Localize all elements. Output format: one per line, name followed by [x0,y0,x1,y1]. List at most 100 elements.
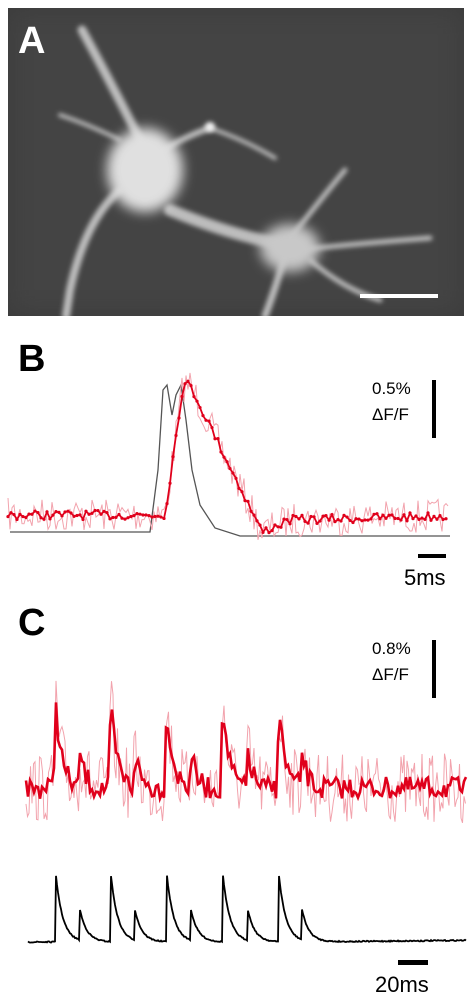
fluorescence-sample-point [429,518,433,522]
fluorescence-sample-point [372,512,376,516]
fluorescence-sample-point [63,510,67,514]
fluorescence-sample-point [66,509,70,513]
fluorescence-sample-point [105,511,109,515]
fluorescence-sample-point [171,455,175,459]
fluorescence-sample-point [414,514,418,518]
panel-c-label: C [18,602,46,644]
fluorescence-sample-point [297,517,301,521]
fluorescence-sample-point [393,516,397,521]
fluorescence-sample-point [360,519,364,523]
fluorescence-sample-point [135,512,139,516]
fluorescence-sample-point [177,416,181,420]
fluorescence-sample-point [249,509,253,513]
fluorescence-sample-point [411,517,415,521]
fluorescence-averaged-trace-c [24,702,468,804]
fluorescence-sample-point [180,394,184,399]
fluorescence-sample-point [396,516,400,521]
fluorescence-sample-point [354,517,358,521]
fluorescence-sample-point [339,519,343,523]
fluorescence-sample-point [285,517,289,522]
fluorescence-sample-point [48,517,52,521]
fluorescence-sample-point [219,450,223,454]
fluorescence-sample-point [282,517,286,521]
fluorescence-sample-point [81,517,85,522]
fluorescence-sample-point [9,511,13,515]
fluorescence-sample-point [42,517,46,521]
fluorescence-sample-point [36,510,40,515]
electrical-trace-c [27,875,467,944]
fluorescence-sample-point [273,523,277,527]
fluorescence-sample-point [12,513,16,517]
fluorescence-sample-point [288,522,292,526]
fluorescence-sample-point [315,521,319,525]
fluorescence-sample-point [60,514,64,518]
fluorescence-sample-point [321,514,325,518]
fluorescence-sample-point [216,437,220,441]
fluorescence-sample-point [117,512,121,517]
fluorescence-sample-point [207,419,211,423]
fluorescence-sample-point [327,518,331,522]
fluorescence-sample-point [204,418,208,422]
fluorescence-sample-point [57,510,61,514]
fluorescence-sample-point [147,514,151,518]
fluorescence-sample-point [234,476,238,481]
fluorescence-sample-point [51,513,55,517]
fluorescence-sample-point [24,515,28,520]
fluorescence-sample-point [270,529,274,533]
fluorescence-sample-point [123,517,127,521]
fluorescence-sample-point [255,519,259,523]
fluorescence-sample-point [303,519,307,523]
fluorescence-sample-point [237,486,241,490]
fluorescence-sample-point [426,511,430,515]
time-scale-label-c: 20ms [375,972,429,997]
fluorescence-sample-point [258,523,262,527]
neuron-micrograph [8,8,464,316]
fluorescence-sample-point [345,515,349,519]
fluorescence-sample-point [261,530,265,534]
fluorescence-sample-point [291,513,295,518]
fluorescence-sample-point [420,516,424,520]
fluorescence-sample-point [120,516,124,520]
fluorescence-sample-point [342,513,346,517]
scale-value-c: 0.8% [372,639,411,658]
fluorescence-sample-point [402,513,406,517]
fluorescence-sample-point [102,509,106,513]
fluorescence-sample-point [267,530,271,535]
fluorescence-sample-point [387,513,391,517]
fluorescence-sample-point [231,471,235,475]
fluorescence-sample-point [276,525,280,529]
fluorescence-sample-point [195,399,199,403]
fluorescence-sample-point [294,514,298,519]
fluorescence-sample-point [366,518,370,522]
fluorescence-sample-point [384,516,388,520]
fluorescence-sample-point [375,512,379,516]
time-scale-bar-c [398,960,428,965]
fluorescence-sample-point [444,517,448,521]
fluorescence-sample-point [18,512,22,516]
panel-b-label: B [18,338,46,380]
fluorescence-sample-point [30,512,34,516]
fluorescence-sample-point [213,437,217,441]
fluorescence-sample-point [423,517,427,521]
fluorescence-raw-trace-c [25,680,466,824]
fluorescence-sample-point [240,490,244,494]
fluorescence-sample-point [357,517,361,521]
fluorescence-sample-point [309,514,313,519]
fluorescence-sample-point [363,518,367,522]
fluorescence-sample-point [69,511,73,515]
time-scale-label-b: 5ms [404,565,446,590]
fluorescence-sample-point [198,405,202,410]
fluorescence-sample-point [39,516,43,520]
fluorescence-sample-point [192,395,196,399]
scale-unit-c: ΔF/F [372,665,409,684]
fluorescence-sample-point [264,526,268,530]
fluorescence-sample-point [417,517,421,522]
fluorescence-sample-point [108,517,112,521]
fluorescence-sample-point [330,512,334,517]
fluorescence-sample-point [222,455,226,459]
fluorescence-sample-point [201,414,205,418]
fluorescence-sample-point [27,512,31,516]
fluorescence-sample-point [348,518,352,523]
fluorescence-sample-point [312,515,316,519]
fluorescence-sample-point [111,515,115,520]
